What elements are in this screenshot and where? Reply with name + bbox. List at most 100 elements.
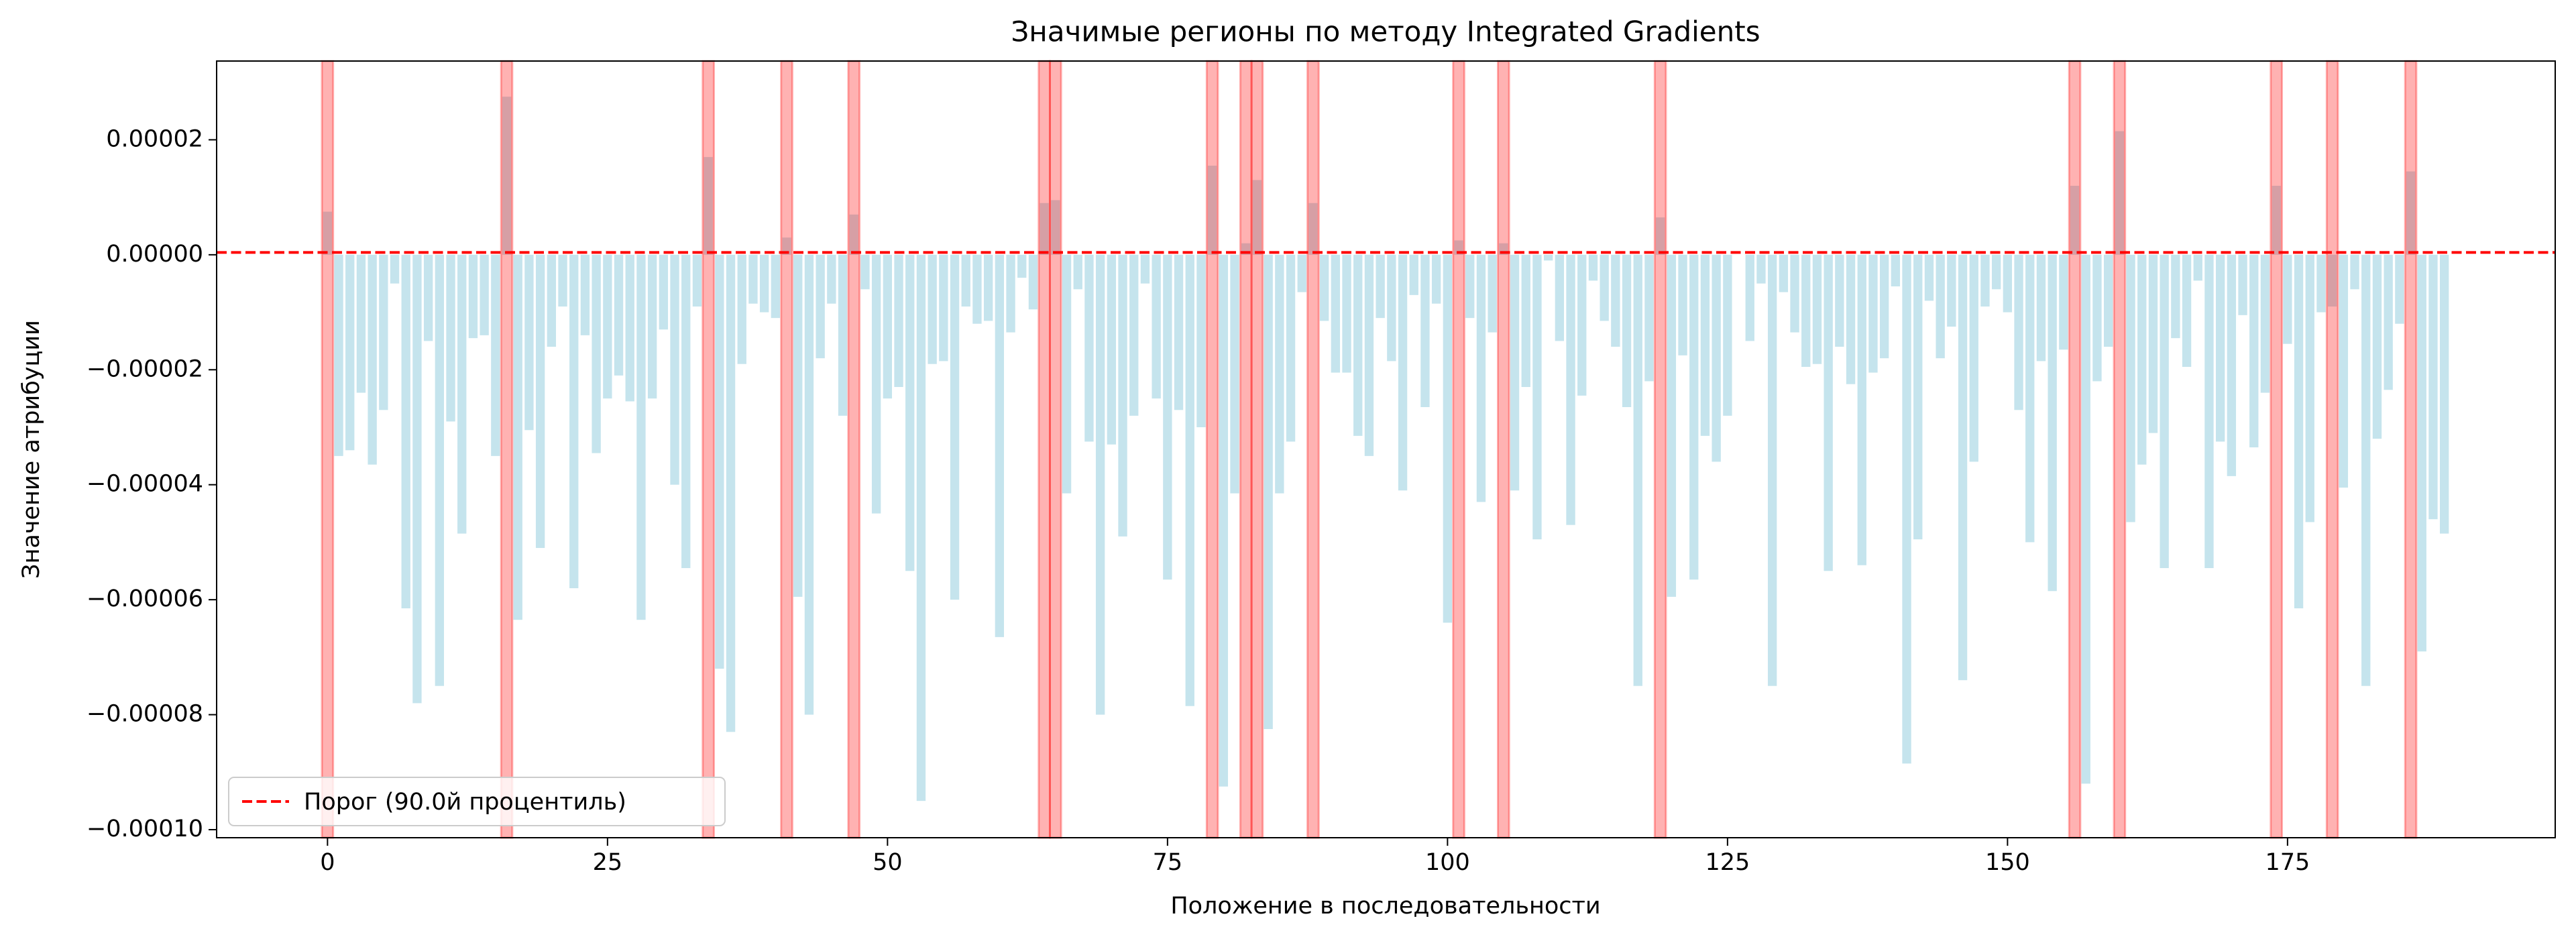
bar — [883, 254, 893, 399]
bar — [2395, 254, 2404, 324]
bar — [1017, 254, 1027, 278]
highlight-span — [1653, 60, 1667, 839]
x-axis-label: Положение в последовательности — [1170, 893, 1600, 920]
bar — [972, 254, 982, 324]
x-tick-label: 0 — [320, 849, 335, 876]
highlight-span — [1205, 60, 1219, 839]
bar — [1286, 254, 1296, 442]
bar — [580, 254, 590, 335]
bar — [535, 254, 545, 548]
bar — [1073, 254, 1082, 290]
bar — [1947, 254, 1956, 327]
bar — [1398, 254, 1408, 491]
bar — [2316, 254, 2326, 313]
bar — [1801, 254, 1811, 367]
bar — [1846, 254, 1856, 384]
bar — [983, 254, 993, 321]
chart-title: Значимые регионы по методу Integrated Gr… — [1011, 15, 1760, 48]
bar — [323, 211, 333, 255]
bar — [603, 254, 612, 399]
bar — [748, 254, 758, 304]
x-tick-label: 75 — [1153, 849, 1183, 876]
bar — [2361, 254, 2371, 686]
bar — [2294, 254, 2304, 608]
bar — [2417, 254, 2426, 652]
legend-box — [228, 777, 726, 826]
bar — [1275, 254, 1284, 494]
highlight-span — [847, 60, 861, 839]
bar — [1297, 254, 1306, 292]
bar — [692, 254, 702, 307]
bar — [625, 254, 634, 402]
bar — [2126, 254, 2135, 522]
bar — [1689, 254, 1699, 580]
bar — [1857, 254, 1866, 565]
bar — [1555, 254, 1565, 341]
bar — [1566, 254, 1575, 525]
bar — [1319, 254, 1329, 321]
y-tick-label: −0.00008 — [87, 701, 203, 728]
bar — [1532, 254, 1542, 540]
bar — [759, 254, 769, 313]
bar — [1118, 254, 1127, 537]
bar — [771, 254, 781, 319]
bar — [446, 254, 455, 422]
bar — [737, 254, 746, 364]
bar — [1600, 254, 1609, 321]
bar — [1644, 254, 1654, 382]
bar — [2227, 254, 2237, 476]
bar — [2137, 254, 2147, 465]
bar — [468, 254, 478, 339]
bar — [816, 254, 825, 359]
bar — [491, 254, 500, 456]
x-tick-label: 175 — [2265, 849, 2310, 876]
bar — [1488, 254, 1497, 333]
bar — [995, 254, 1005, 637]
bar — [423, 254, 433, 341]
highlight-span — [2325, 60, 2339, 839]
bar — [928, 254, 937, 364]
bar — [2081, 254, 2090, 784]
bar — [2428, 254, 2438, 520]
bar — [1252, 180, 1262, 255]
highlight-span — [2270, 60, 2284, 839]
bar — [558, 254, 567, 307]
bar — [1140, 254, 1150, 284]
bar — [1129, 254, 1139, 416]
bar — [356, 254, 366, 393]
bar — [1577, 254, 1587, 396]
bar — [1510, 254, 1520, 491]
bar — [2025, 254, 2035, 543]
bar — [1040, 203, 1049, 255]
bar — [2339, 254, 2349, 488]
bar — [726, 254, 736, 732]
bar — [1700, 254, 1710, 436]
bar — [1521, 254, 1530, 387]
bar — [1824, 254, 1833, 571]
bar — [2103, 254, 2113, 347]
bar — [547, 254, 557, 347]
bar — [950, 254, 960, 600]
bar — [1420, 254, 1430, 407]
bar — [1051, 200, 1060, 255]
y-tick-label: −0.00004 — [87, 471, 203, 498]
bar — [2036, 254, 2046, 362]
bar — [401, 254, 410, 608]
bar — [2048, 254, 2057, 592]
highlight-span — [1038, 60, 1051, 839]
bar — [1779, 254, 1789, 292]
bar — [1465, 254, 1475, 319]
x-tick-label: 100 — [1425, 849, 1470, 876]
bar — [1028, 254, 1038, 310]
bar — [1230, 254, 1239, 494]
bar — [2193, 254, 2202, 281]
bar — [871, 254, 881, 514]
highlight-span — [1452, 60, 1465, 839]
highlight-span — [1497, 60, 1510, 839]
bar — [1891, 254, 1901, 286]
bar — [2305, 254, 2314, 522]
bar — [681, 254, 691, 568]
bar — [1712, 254, 1721, 462]
bar — [1409, 254, 1418, 295]
bar — [1767, 254, 1777, 686]
